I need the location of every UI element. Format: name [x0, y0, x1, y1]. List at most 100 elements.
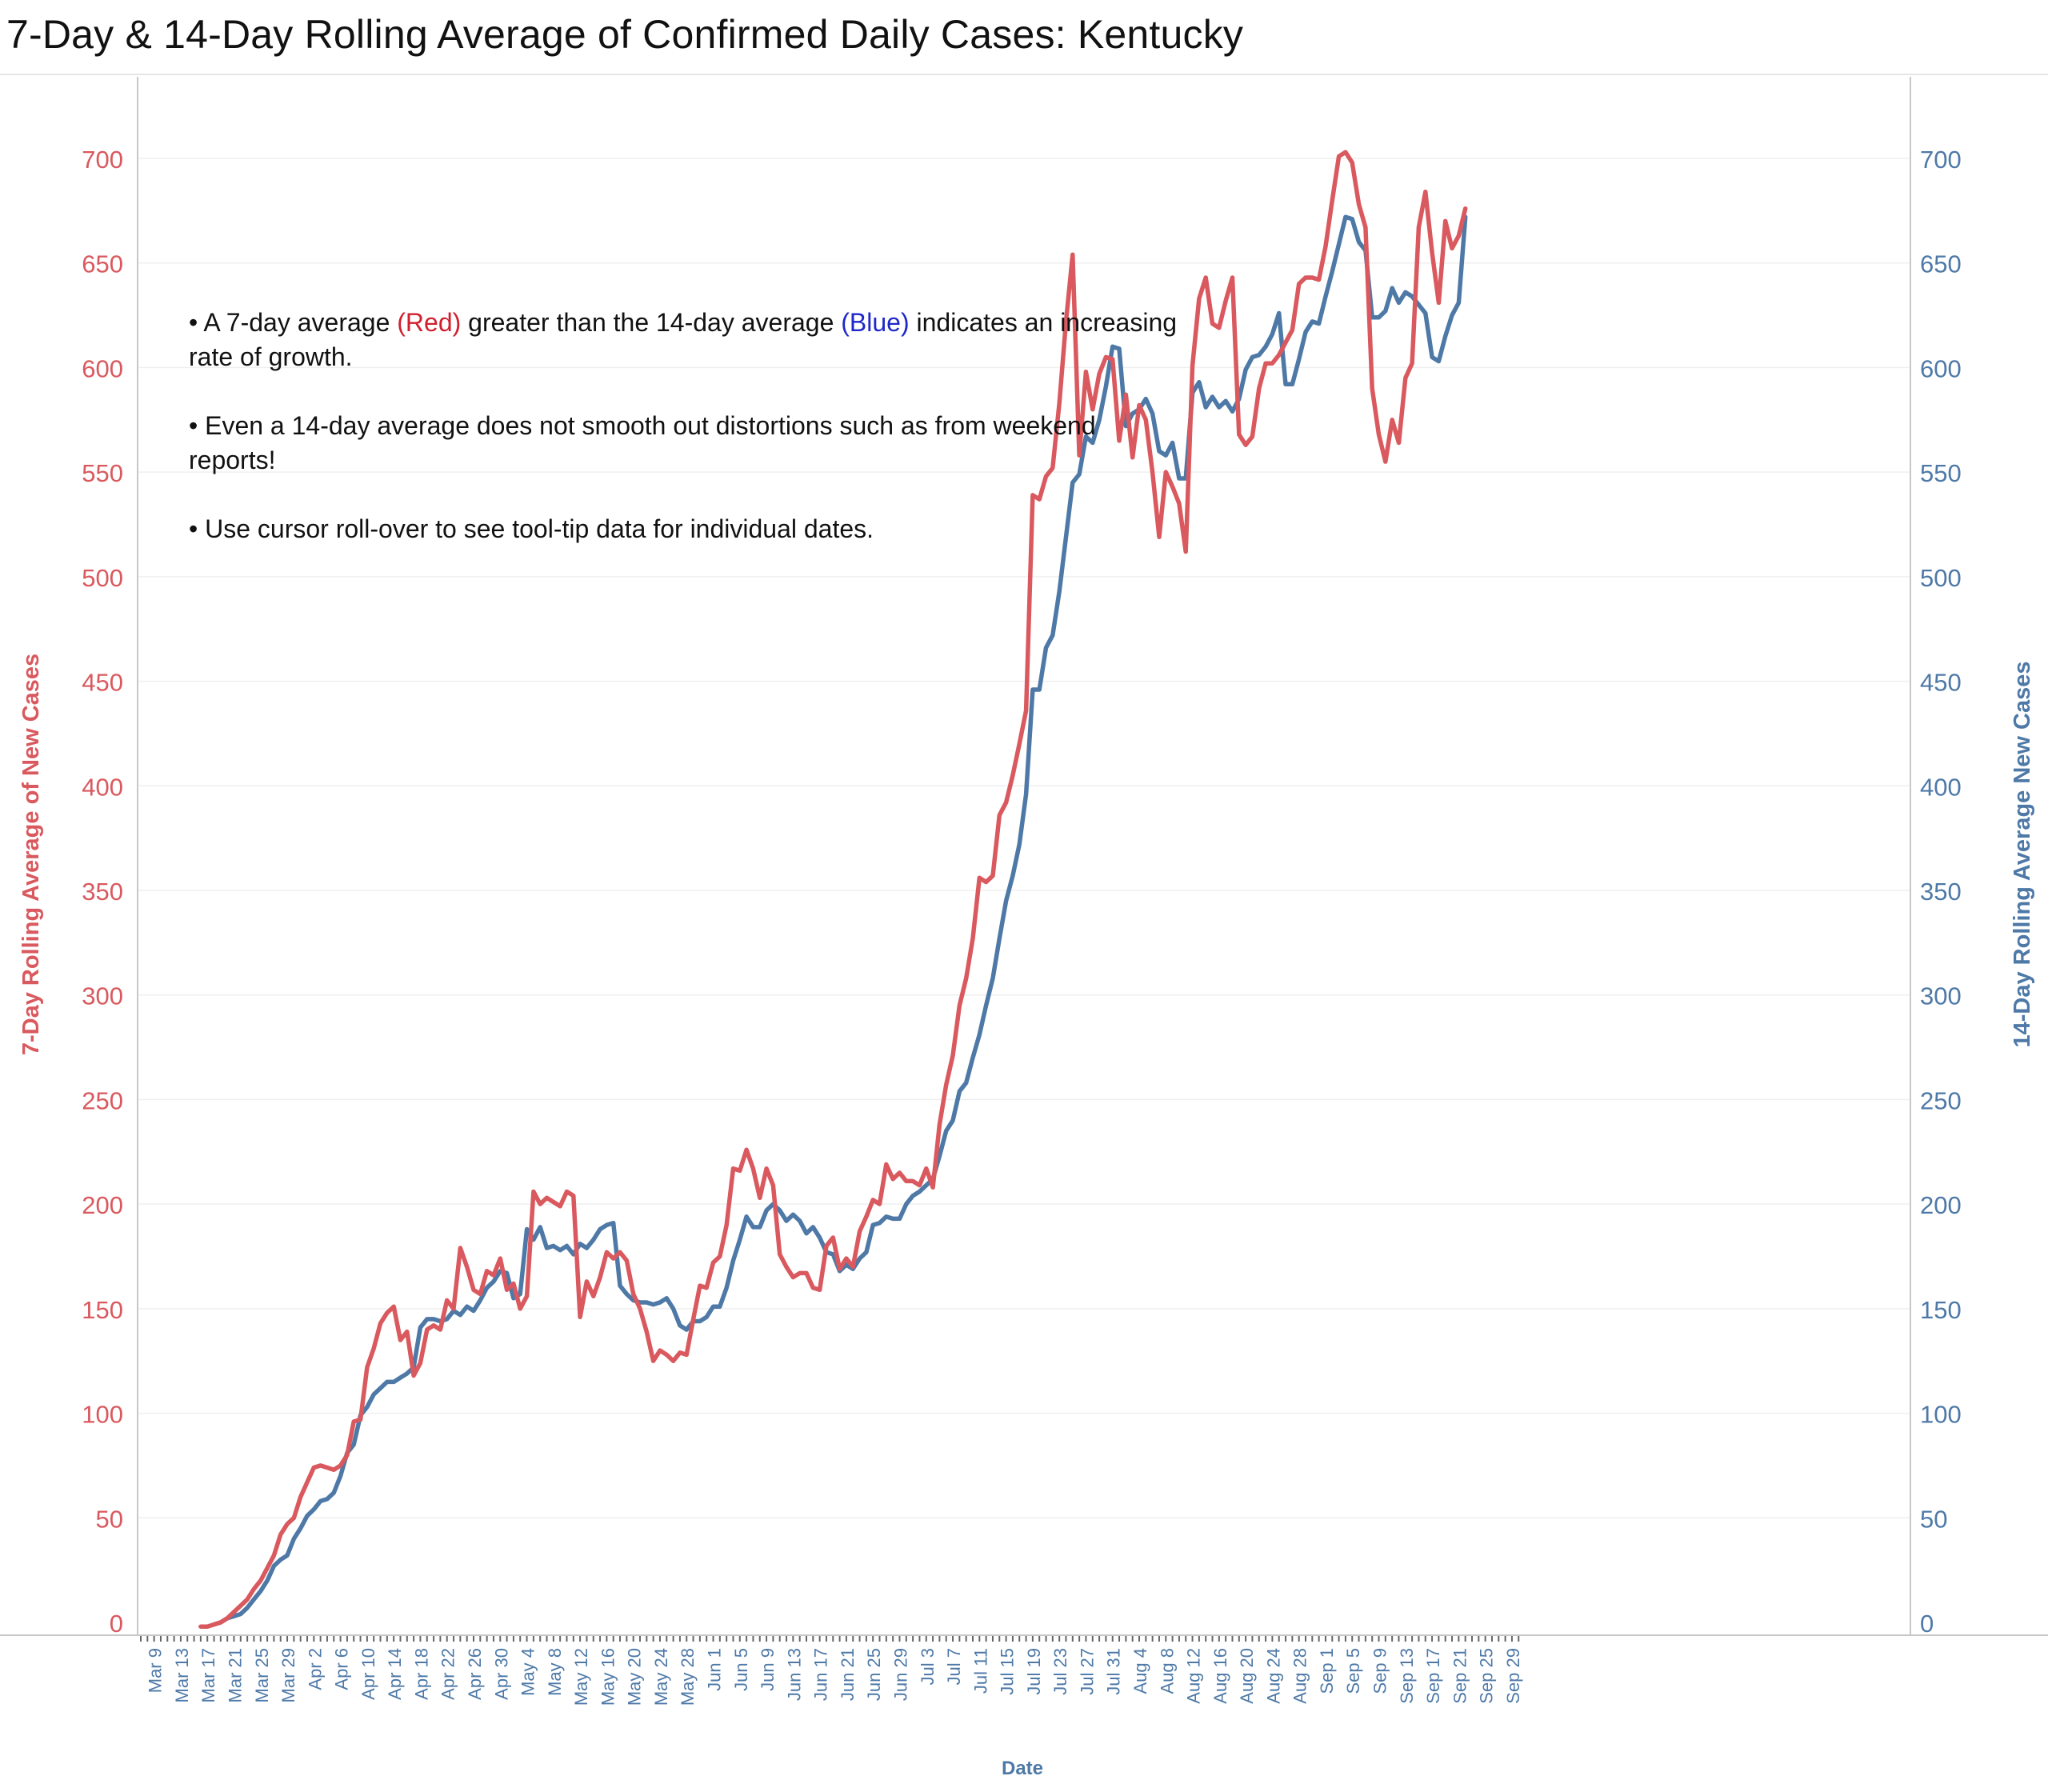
x-tick-label: Jul 11 — [970, 1648, 990, 1694]
right-tick-label: 300 — [1920, 982, 1962, 1010]
left-tick-label: 550 — [82, 459, 123, 487]
x-tick-label: Aug 8 — [1157, 1648, 1177, 1694]
right-tick-label: 700 — [1920, 146, 1962, 174]
left-tick-label: 600 — [82, 354, 123, 382]
right-tick-label: 600 — [1920, 354, 1962, 382]
x-tick-label: Jun 17 — [811, 1648, 831, 1701]
x-tick-label: Sep 25 — [1477, 1648, 1497, 1704]
x-tick-label: Apr 10 — [358, 1648, 378, 1700]
left-tick-label: 50 — [96, 1505, 123, 1533]
x-tick-label: Apr 6 — [332, 1648, 352, 1690]
x-tick-label: Sep 13 — [1397, 1648, 1417, 1704]
x-tick-label: Mar 29 — [278, 1648, 298, 1702]
left-tick-label: 500 — [82, 564, 123, 592]
x-tick-label: Sep 1 — [1317, 1648, 1337, 1694]
right-tick-label: 450 — [1920, 669, 1962, 697]
left-tick-label: 350 — [82, 878, 123, 906]
x-tick-label: Jul 31 — [1104, 1648, 1124, 1695]
x-tick-label: Jun 25 — [864, 1648, 884, 1701]
blue-keyword: (Blue) — [841, 308, 910, 337]
annotation-note-1: • A 7-day average (Red) greater than the… — [189, 308, 1178, 371]
right-tick-label: 100 — [1920, 1401, 1962, 1429]
x-tick-label: Mar 17 — [198, 1648, 218, 1702]
x-tick-label: Apr 18 — [411, 1648, 431, 1700]
x-tick-label: May 28 — [678, 1648, 698, 1706]
x-tick-label: Aug 4 — [1130, 1648, 1150, 1694]
right-tick-label: 500 — [1920, 564, 1962, 592]
x-tick-label: Jun 29 — [890, 1648, 910, 1701]
right-tick-label: 200 — [1920, 1191, 1962, 1219]
x-tick-label: Apr 26 — [465, 1648, 485, 1700]
x-tick-label: Aug 28 — [1290, 1648, 1310, 1704]
left-tick-label: 100 — [82, 1401, 123, 1429]
x-tick-label: Jun 1 — [705, 1648, 725, 1691]
x-tick-label: Apr 30 — [491, 1648, 511, 1700]
x-tick-label: Jul 7 — [944, 1648, 964, 1685]
x-tick-label: Aug 24 — [1263, 1648, 1283, 1704]
x-tick-label: May 12 — [571, 1648, 591, 1706]
title-divider — [0, 74, 2048, 75]
left-tick-label: 450 — [82, 669, 123, 697]
x-tick-label: May 16 — [598, 1648, 618, 1706]
right-tick-label: 250 — [1920, 1086, 1962, 1114]
x-tick-label: Mar 13 — [172, 1648, 192, 1702]
red-keyword: (Red) — [397, 308, 462, 337]
x-tick-label: Mar 21 — [225, 1648, 245, 1702]
annotation-note-2: • Even a 14-day average does not smooth … — [189, 411, 1096, 474]
right-tick-label: 550 — [1920, 459, 1962, 487]
left-tick-label: 300 — [82, 982, 123, 1010]
x-tick-label: Mar 9 — [146, 1648, 166, 1693]
x-tick-label: May 24 — [651, 1648, 671, 1706]
annotation-note-3: • Use cursor roll-over to see tool-tip d… — [189, 514, 874, 543]
x-tick-label: Apr 2 — [305, 1648, 325, 1690]
right-tick-label: 0 — [1920, 1610, 1934, 1638]
series-7day-line — [198, 150, 1468, 1629]
x-tick-label: Jun 9 — [758, 1648, 778, 1691]
right-tick-label: 350 — [1920, 878, 1962, 906]
series-layer — [198, 150, 1468, 1629]
x-tick-label: Apr 22 — [438, 1648, 458, 1700]
x-tick-label: Sep 5 — [1343, 1648, 1363, 1694]
left-tick-label: 250 — [82, 1086, 123, 1114]
right-tick-label: 50 — [1920, 1505, 1947, 1533]
chart-title: 7-Day & 14-Day Rolling Average of Confir… — [6, 12, 1244, 57]
x-tick-label: Aug 20 — [1237, 1648, 1257, 1704]
left-tick-label: 650 — [82, 250, 123, 278]
right-tick-label: 150 — [1920, 1296, 1962, 1324]
axes — [0, 77, 2048, 1636]
gridlines — [138, 158, 1910, 1519]
x-tick-label: May 4 — [518, 1648, 538, 1696]
left-tick-label: 200 — [82, 1191, 123, 1219]
x-tick-label: May 20 — [625, 1648, 645, 1706]
x-tick-label: Sep 17 — [1423, 1648, 1443, 1704]
right-tick-label: 400 — [1920, 773, 1962, 801]
x-tick-label: Sep 29 — [1503, 1648, 1523, 1704]
x-tick-label: Apr 14 — [385, 1648, 405, 1700]
x-tick-label: Aug 16 — [1210, 1648, 1230, 1704]
right-tick-label: 650 — [1920, 250, 1962, 278]
x-tick-label: Jul 19 — [1024, 1648, 1044, 1695]
left-tick-label: 150 — [82, 1296, 123, 1324]
x-axis-title: Date — [1002, 1758, 1043, 1779]
left-tick-label: 0 — [110, 1610, 123, 1638]
x-tick-label: Sep 21 — [1450, 1648, 1470, 1704]
x-tick-label: Jun 13 — [784, 1648, 804, 1701]
x-tick-label: Mar 25 — [252, 1648, 272, 1702]
x-axis-ticks: Mar 9 Mar 13 Mar 17 Mar 21 Mar 25 Mar 29 Apr 2… — [140, 1636, 1523, 1706]
left-tick-label: 400 — [82, 773, 123, 801]
right-y-axis-ticks: 0 50 100 150 200 250 300 350 400 450 500 550 600 650 7… — [1920, 146, 1962, 1638]
x-tick-label: May 8 — [545, 1648, 565, 1696]
left-tick-label: 700 — [82, 146, 123, 174]
x-tick-label: Sep 9 — [1370, 1648, 1390, 1694]
x-tick-label: Jun 5 — [731, 1648, 751, 1691]
x-tick-label: Jun 21 — [838, 1648, 858, 1701]
x-tick-label: Aug 12 — [1184, 1648, 1204, 1704]
x-tick-label: Jul 27 — [1077, 1648, 1097, 1695]
right-y-axis-title: 14-Day Rolling Average New Cases — [2010, 662, 2035, 1048]
left-y-axis-ticks: 0 50 100 150 200 250 300 350 400 450 500 550 600 650 7… — [82, 146, 123, 1638]
x-tick-label: Jul 3 — [918, 1648, 938, 1685]
annotation-notes: • A 7-day average (Red) greater than the… — [189, 306, 1181, 581]
left-y-axis-title: 7-Day Rolling Average of New Cases — [18, 654, 44, 1055]
x-tick-label: Jul 23 — [1050, 1648, 1070, 1695]
